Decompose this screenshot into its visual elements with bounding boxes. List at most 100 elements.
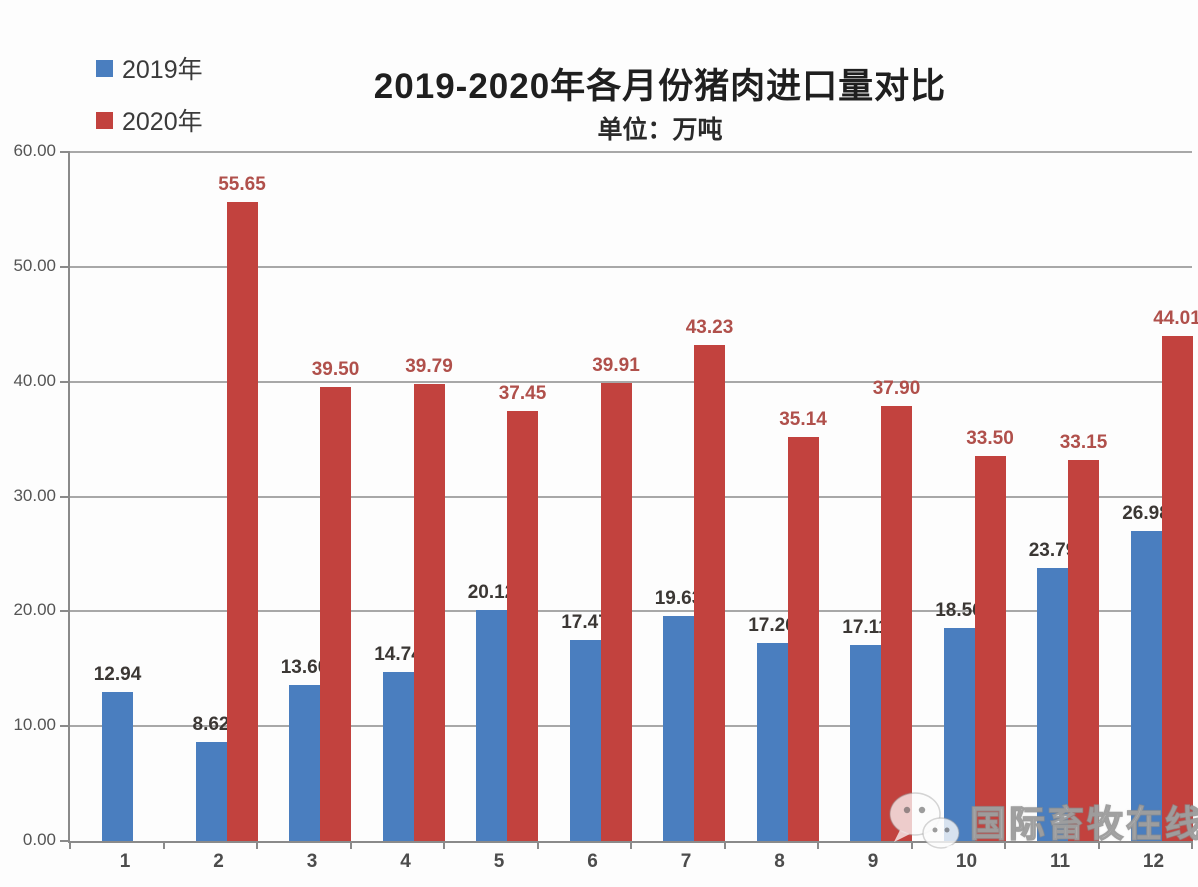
bar-2020年-month-7	[694, 344, 725, 841]
bar-2019年-month-3	[289, 684, 320, 841]
wechat-icon	[889, 792, 960, 852]
legend-item-2019: 2019年	[96, 50, 203, 86]
x-axis-tick	[349, 841, 352, 849]
bar-2019年-month-7	[663, 615, 694, 841]
chart-title: 2019-2020年各月份猪肉进口量对比	[373, 67, 947, 106]
bar-2020年-month-2	[226, 201, 258, 841]
value-label-2020年-month-10: 33.50	[966, 428, 1014, 450]
legend-swatch-2020-icon	[96, 111, 113, 129]
y-axis-label: 50.00	[13, 255, 56, 275]
y-axis-label: 0.00	[22, 830, 56, 849]
value-label-2019年-month-10: 18.56	[935, 599, 983, 621]
x-axis-label: 11	[1049, 851, 1071, 872]
bar-2019年-month-2	[195, 742, 227, 841]
bar-2019年-month-8	[756, 642, 788, 841]
legend-item-2020: 2020年	[96, 102, 203, 138]
bar-2019年-month-1	[102, 692, 133, 841]
bar-2020年-month-9	[881, 405, 912, 841]
bar-2019年-month-5	[476, 609, 507, 841]
value-label-2019年-month-8: 17.26	[748, 614, 796, 636]
watermark: 国际畜牧在线	[888, 790, 1198, 852]
value-label-2020年-month-4: 39.79	[405, 356, 453, 378]
x-axis-label: 12	[1142, 851, 1165, 872]
x-axis-tick	[69, 841, 71, 849]
x-axis-tick	[630, 841, 632, 849]
bar-2020年-month-4	[413, 384, 445, 841]
value-label-2019年-month-11: 23.79	[1028, 539, 1077, 561]
value-label-2019年-month-12: 26.98	[1122, 503, 1170, 525]
y-axis-tick	[60, 725, 70, 728]
y-axis-tick	[60, 380, 70, 383]
value-label-2020年-month-9: 37.90	[872, 377, 921, 399]
value-label-2020年-month-3: 39.50	[311, 359, 360, 381]
y-axis-label: 20.00	[13, 600, 56, 620]
plot-area: 12.94 8.62 55.65 13.60 39.50 14.74 39.79 20.12 3…	[60, 151, 1198, 849]
x-axis-label: 1	[119, 851, 131, 872]
y-axis-label: 40.00	[13, 370, 56, 390]
bar-2020年-month-6	[600, 382, 632, 841]
x-axis-label: 4	[400, 851, 411, 872]
x-axis-tick	[162, 841, 165, 849]
x-axis-label: 7	[680, 851, 692, 872]
y-axis-label: 30.00	[13, 485, 56, 505]
value-label-2019年-month-5: 20.12	[467, 581, 516, 603]
x-axis-tick	[723, 841, 726, 849]
bar-2019年-month-10	[943, 627, 975, 841]
legend-swatch-2019-icon	[96, 59, 113, 77]
legend-label-2019: 2019年	[122, 56, 203, 84]
value-label-2020年-month-7: 43.23	[685, 316, 734, 338]
x-axis-label: 2	[213, 851, 224, 872]
bar-2020年-month-10	[974, 456, 1006, 841]
bar-2019年-month-11	[1037, 567, 1068, 841]
value-label-2020年-month-8: 35.14	[779, 409, 827, 431]
value-label-2019年-month-2: 8.62	[192, 714, 230, 735]
bar-2020年-month-11	[1068, 460, 1099, 841]
x-axis-tick	[443, 841, 445, 849]
gridline	[70, 151, 1192, 153]
value-label-2020年-month-6: 39.91	[592, 354, 640, 376]
bar-2019年-month-4	[382, 671, 414, 841]
value-label-2019年-month-9: 17.11	[842, 616, 889, 638]
value-label-2020年-month-5: 37.45	[498, 382, 547, 404]
x-axis-label: 8	[774, 851, 785, 872]
chart-subtitle: 单位：万吨	[597, 116, 723, 144]
x-axis-tick	[1191, 841, 1193, 849]
value-label-2019年-month-3: 13.60	[280, 656, 329, 678]
legend-label-2020: 2020年	[122, 108, 203, 136]
x-axis-tick	[1097, 841, 1100, 849]
bar-2020年-month-3	[320, 387, 351, 841]
value-label-2019年-month-6: 17.47	[561, 612, 609, 634]
x-axis-label: 3	[306, 851, 318, 872]
value-label-2020年-month-11: 33.15	[1059, 432, 1108, 454]
value-label-2019年-month-1: 12.94	[93, 664, 142, 686]
x-axis-tick	[1004, 841, 1006, 849]
y-axis-tick	[60, 610, 70, 613]
y-axis-tick	[60, 151, 70, 153]
y-axis-tick	[60, 265, 70, 268]
x-axis-label: 6	[587, 851, 598, 872]
gridline	[70, 380, 1192, 383]
x-axis-label: 10	[955, 851, 978, 872]
bar-2020年-month-12	[1161, 335, 1193, 841]
y-axis-tick	[60, 495, 70, 498]
x-axis-tick	[817, 841, 819, 849]
value-label-2019年-month-4: 14.74	[374, 643, 422, 665]
y-axis-tick	[60, 840, 70, 842]
bar-2019年-month-12	[1130, 531, 1162, 841]
chart-legend: 2019年 2020年	[96, 50, 203, 154]
x-axis-tick	[910, 841, 913, 849]
bar-2020年-month-5	[507, 410, 538, 841]
bar-2019年-month-6	[569, 640, 601, 841]
bar-2020年-month-8	[787, 437, 819, 841]
x-axis-tick	[536, 841, 539, 849]
value-label-2020年-month-2: 55.65	[218, 173, 266, 195]
gridline	[70, 265, 1192, 268]
value-label-2019年-month-7: 19.63	[654, 587, 703, 609]
x-axis-label: 9	[867, 851, 879, 872]
x-axis-tick	[256, 841, 258, 849]
y-axis-label: 60.00	[13, 141, 56, 160]
y-axis-label: 10.00	[13, 715, 56, 735]
watermark-text: 国际畜牧在线	[969, 802, 1198, 845]
x-axis-label: 5	[493, 851, 505, 872]
